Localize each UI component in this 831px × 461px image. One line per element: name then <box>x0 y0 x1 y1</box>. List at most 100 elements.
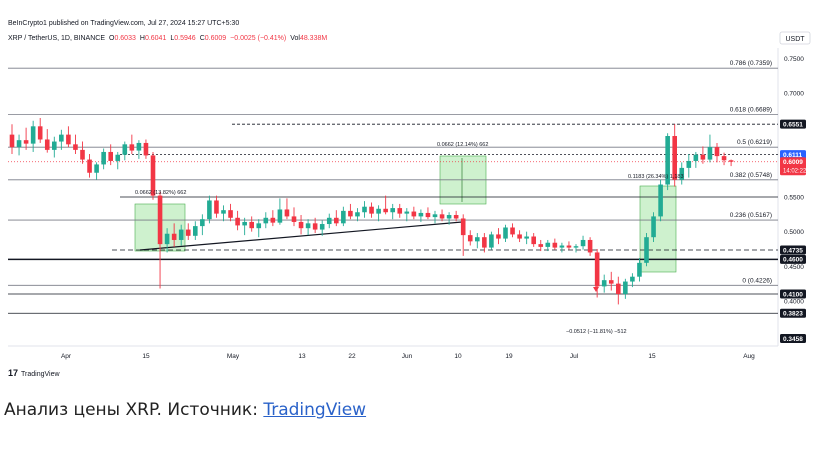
candle-body-27 <box>200 219 205 227</box>
fib-level-label-4: 0.236 (0.5167) <box>730 212 772 219</box>
candle-body-31 <box>228 210 233 218</box>
price-badge-label-6: 0.3823 <box>783 311 803 318</box>
candle-body-91 <box>651 216 656 238</box>
candle-body-9 <box>73 144 78 150</box>
candle-body-68 <box>489 234 494 248</box>
x-tick-label-7: 19 <box>505 353 513 360</box>
candle-body-60 <box>432 214 438 218</box>
tradingview-logo-icon: 17 <box>8 368 18 378</box>
candle-body-46 <box>334 217 339 224</box>
price-badge-7 <box>780 334 806 344</box>
candle-body-102 <box>728 160 734 162</box>
candle-body-45 <box>326 217 332 225</box>
volume-label: Vol <box>290 35 300 42</box>
price-badge-label-3: 0.4735 <box>783 247 803 254</box>
candle-body-40 <box>291 216 297 222</box>
price-badge-label-4: 0.4600 <box>783 257 803 264</box>
x-tick-label-9: 15 <box>648 353 656 360</box>
candle-body-53 <box>383 208 388 213</box>
candle-body-36 <box>263 217 269 224</box>
low-value: 0.5946 <box>174 35 196 42</box>
close-label: C <box>200 35 205 42</box>
candle-body-98 <box>700 154 706 160</box>
candle-body-10 <box>80 149 85 160</box>
candle-body-4 <box>37 126 43 140</box>
price-chart[interactable]: BeInCrypto1 published on TradingView.com… <box>0 0 831 385</box>
candle-body-34 <box>249 221 254 229</box>
candle-body-92 <box>658 184 663 217</box>
trendline-ascending <box>139 221 463 251</box>
x-tick-label-2: May <box>227 353 240 360</box>
plot-area: 0.786 (0.7359) 0.618 (0.6689) 0.5 (0.6219)… <box>8 60 778 335</box>
candle-body-83 <box>594 252 600 287</box>
x-tick-label-0: Apr <box>61 353 72 360</box>
candle-body-99 <box>707 147 713 160</box>
candle-body-93 <box>665 136 670 185</box>
measurement-label-0: 0.0662 (13.82%) 662 <box>135 190 186 196</box>
candle-body-65 <box>467 235 473 242</box>
price-badge-label-0: 0.6551 <box>783 121 803 128</box>
candle-body-86 <box>616 283 621 295</box>
candle-body-39 <box>284 209 290 217</box>
candle-body-82 <box>587 239 593 253</box>
tradingview-watermark-text: TradingView <box>21 371 60 378</box>
candle-body-12 <box>94 164 99 173</box>
candle-body-71 <box>510 227 515 235</box>
fib-level-label-0: 0.786 (0.7359) <box>730 60 772 67</box>
caption-text: Анализ цены XRP. Источник: <box>4 400 264 420</box>
candle-body-11 <box>87 159 92 173</box>
change-value: −0.0025 (−0.41%) <box>230 35 286 42</box>
measurement-label-2: 0.1183 (26.34%) 1,183 <box>628 174 684 180</box>
candle-body-97 <box>693 154 699 161</box>
candle-body-19 <box>143 142 149 156</box>
fib-level-label-3: 0.382 (0.5748) <box>730 172 772 179</box>
x-tick-label-8: Jul <box>570 353 579 360</box>
candle-body-21 <box>157 195 163 245</box>
candle-body-38 <box>277 209 283 223</box>
fib-level-label-5: 0 (0.4226) <box>742 277 772 284</box>
x-tick-label-6: 10 <box>454 353 462 360</box>
candle-body-37 <box>270 217 276 223</box>
candle-body-3 <box>30 126 36 144</box>
measure-arrowhead-jul-drop <box>593 287 599 292</box>
candle-body-67 <box>482 237 487 248</box>
price-badge-label-5: 0.4100 <box>783 291 803 298</box>
measurement-label-3: −0.0512 (−11.81%) −512 <box>566 329 627 335</box>
candle-body-51 <box>369 206 374 214</box>
high-label: H <box>140 35 145 42</box>
measurement-label-1: 0.0662 (12.14%) 662 <box>437 142 488 148</box>
candle-body-56 <box>404 211 410 214</box>
x-tick-label-1: 15 <box>142 353 150 360</box>
candle-body-87 <box>623 281 628 295</box>
price-badge-2 <box>780 157 806 176</box>
candle-body-25 <box>185 229 191 236</box>
candle-body-49 <box>355 212 360 217</box>
y-tick-label-5: 0.4000 <box>784 298 804 305</box>
candle-body-70 <box>503 227 508 239</box>
y-tick-label-3: 0.5000 <box>784 229 804 236</box>
candle-body-28 <box>207 200 212 220</box>
candle-body-61 <box>439 214 445 219</box>
y-tick-label-4: 0.4500 <box>784 264 804 271</box>
tradingview-watermark: 17 TradingView <box>8 368 60 378</box>
open-label: O <box>109 35 115 42</box>
x-tick-label-3: 13 <box>298 353 306 360</box>
candle-body-69 <box>496 234 501 239</box>
high-value: 0.6041 <box>145 35 167 42</box>
candle-body-1 <box>16 140 22 148</box>
candle-body-5 <box>44 139 50 150</box>
close-value: 0.6009 <box>205 35 227 42</box>
chart-caption: Анализ цены XRP. Источник: TradingView <box>4 400 366 420</box>
price-badge-countdown-2: 14:02:22 <box>783 169 807 175</box>
caption-source-link[interactable]: TradingView <box>263 400 367 420</box>
candle-body-17 <box>129 144 135 151</box>
candle-body-43 <box>312 223 318 230</box>
low-label: L <box>170 35 174 42</box>
price-badge-6 <box>780 308 806 318</box>
candle-body-101 <box>721 156 727 161</box>
candle-body-80 <box>573 246 579 248</box>
candle-body-13 <box>101 151 106 165</box>
candle-body-57 <box>411 211 417 217</box>
candle-body-6 <box>52 141 57 150</box>
candle-body-72 <box>517 234 522 239</box>
